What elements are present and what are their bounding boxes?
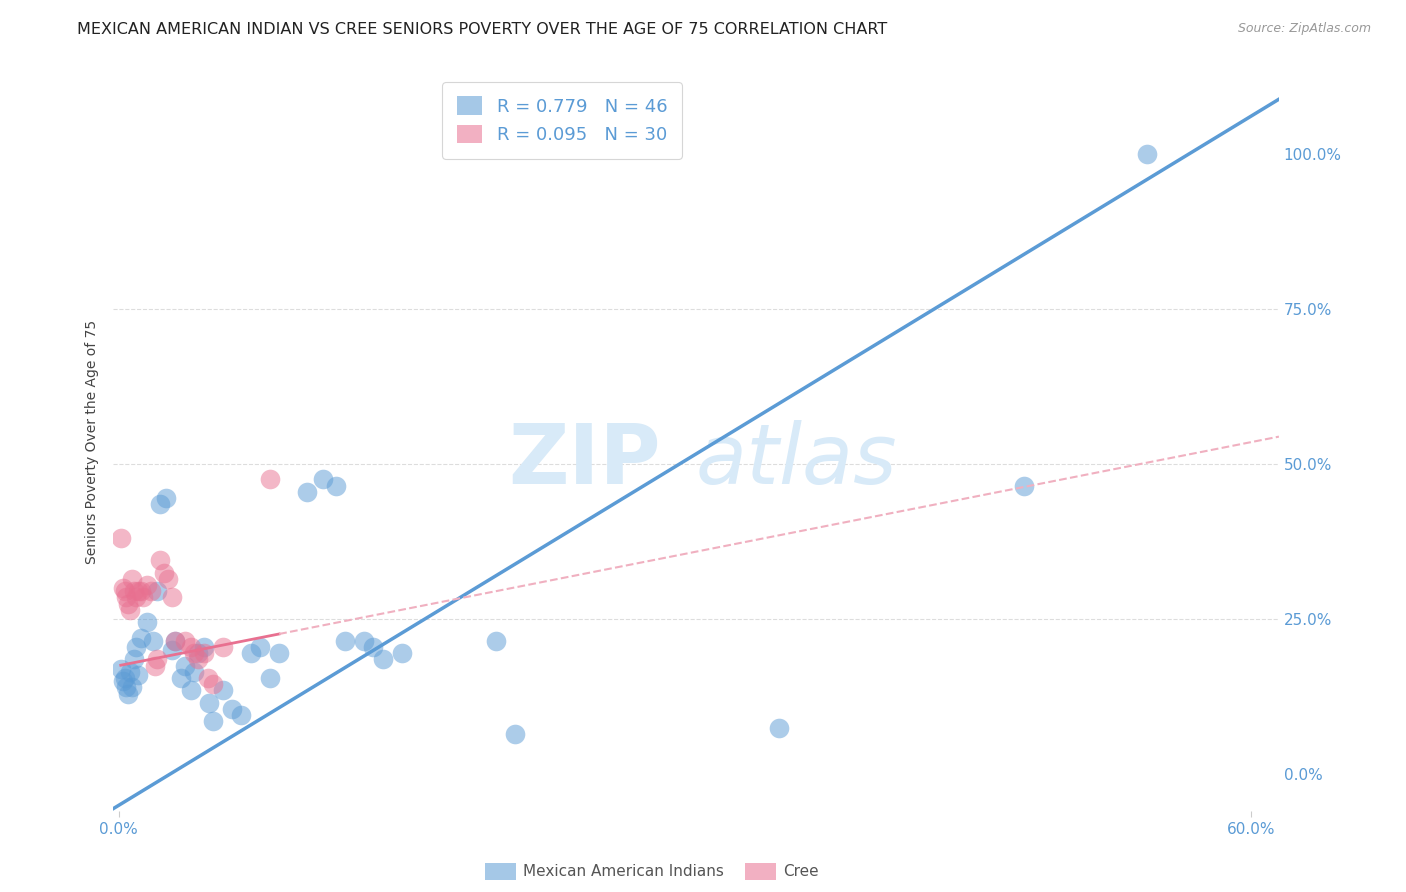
Point: [156, 572, 179, 586]
Point: [202, 714, 225, 729]
Point: [115, 591, 138, 605]
Point: [269, 646, 291, 660]
Point: [183, 646, 205, 660]
Point: [111, 581, 134, 595]
Text: Source: ZipAtlas.com: Source: ZipAtlas.com: [1237, 22, 1371, 36]
Point: [117, 687, 139, 701]
Point: [187, 646, 209, 660]
Point: [115, 681, 138, 695]
Point: [145, 652, 167, 666]
Point: [131, 584, 153, 599]
Point: [131, 631, 153, 645]
Point: [110, 662, 132, 676]
Point: [197, 671, 219, 685]
Legend: R = 0.779   N = 46, R = 0.095   N = 30: R = 0.779 N = 46, R = 0.095 N = 30: [443, 82, 682, 159]
Point: [180, 683, 202, 698]
Point: [125, 591, 148, 605]
Point: [1136, 146, 1159, 161]
Point: [211, 640, 233, 654]
Point: [768, 721, 790, 735]
Point: [353, 633, 375, 648]
Point: [149, 553, 172, 567]
Text: Cree: Cree: [783, 864, 818, 879]
Point: [160, 591, 183, 605]
Point: [221, 702, 243, 716]
Point: [132, 591, 155, 605]
Point: [231, 708, 253, 723]
Point: [391, 646, 413, 660]
Point: [139, 584, 162, 599]
Point: [363, 640, 385, 654]
Point: [165, 633, 187, 648]
Point: [183, 665, 205, 679]
Point: [485, 633, 508, 648]
Point: [325, 478, 347, 492]
Point: [122, 652, 145, 666]
Point: [1014, 478, 1036, 492]
Text: Mexican American Indians: Mexican American Indians: [523, 864, 724, 879]
Point: [110, 532, 132, 546]
Point: [335, 633, 357, 648]
Point: [155, 491, 177, 505]
Text: ZIP: ZIP: [509, 420, 661, 501]
Point: [170, 671, 193, 685]
Point: [120, 665, 142, 679]
Point: [503, 727, 526, 741]
Point: [180, 640, 202, 654]
Point: [121, 572, 143, 586]
Y-axis label: Seniors Poverty Over the Age of 75: Seniors Poverty Over the Age of 75: [86, 320, 100, 565]
Text: MEXICAN AMERICAN INDIAN VS CREE SENIORS POVERTY OVER THE AGE OF 75 CORRELATION C: MEXICAN AMERICAN INDIAN VS CREE SENIORS …: [77, 22, 887, 37]
Point: [125, 640, 148, 654]
Point: [249, 640, 271, 654]
Point: [239, 646, 262, 660]
Point: [259, 472, 281, 486]
Point: [297, 484, 319, 499]
Point: [160, 643, 183, 657]
Point: [173, 633, 195, 648]
Point: [198, 696, 221, 710]
Point: [153, 566, 176, 580]
Point: [142, 633, 165, 648]
Point: [111, 674, 134, 689]
Point: [211, 683, 233, 698]
Point: [202, 677, 225, 691]
Point: [117, 597, 139, 611]
Point: [165, 633, 187, 648]
Point: [122, 584, 145, 599]
Point: [136, 615, 159, 630]
Point: [173, 658, 195, 673]
Point: [143, 658, 166, 673]
Point: [114, 584, 136, 599]
Point: [120, 603, 142, 617]
Point: [187, 652, 209, 666]
Point: [311, 472, 333, 486]
Point: [371, 652, 394, 666]
Point: [193, 646, 215, 660]
Point: [127, 584, 149, 599]
Point: [136, 578, 159, 592]
Point: [121, 681, 143, 695]
Point: [259, 671, 281, 685]
Point: [149, 497, 172, 511]
Point: [127, 668, 149, 682]
Point: [114, 671, 136, 685]
Text: atlas: atlas: [696, 420, 897, 501]
Point: [193, 640, 215, 654]
Point: [145, 584, 167, 599]
